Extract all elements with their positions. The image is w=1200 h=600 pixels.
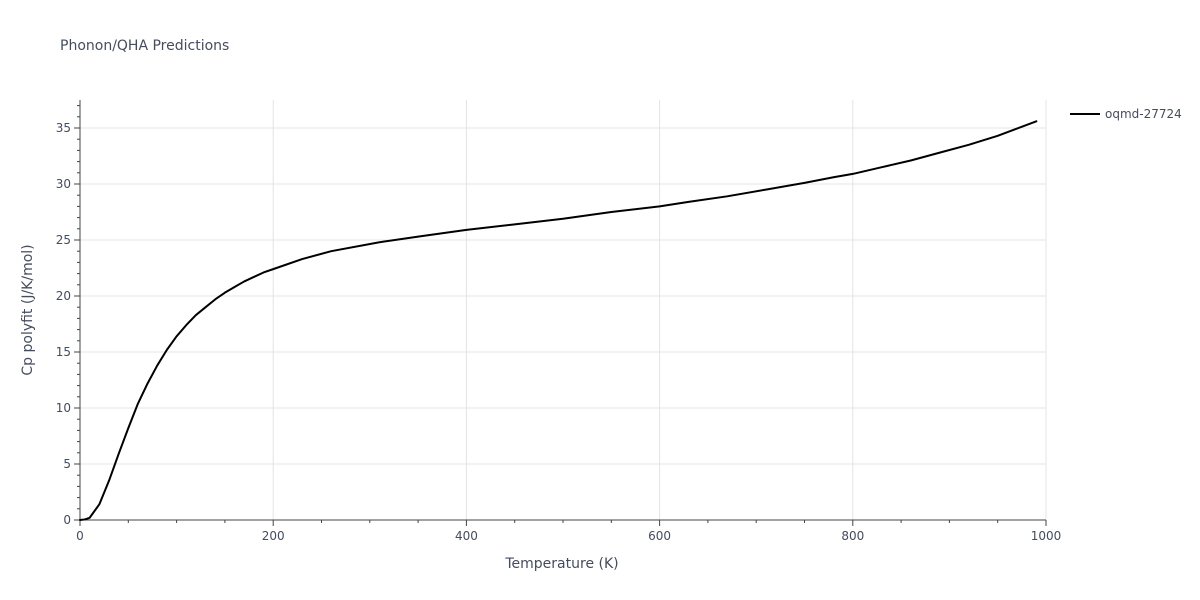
x-axis-label: Temperature (K)	[504, 556, 618, 572]
y-tick-label: 20	[56, 289, 71, 303]
y-tick-label: 5	[63, 457, 71, 471]
chart-title: Phonon/QHA Predictions	[60, 38, 229, 54]
series-line-oqmd-27724[interactable]	[79, 120, 1038, 521]
y-tick-label: 10	[56, 401, 71, 415]
x-tick-label: 0	[76, 529, 84, 543]
x-tick-label: 200	[262, 529, 285, 543]
x-tick-label: 600	[648, 529, 671, 543]
x-tick-label: 400	[455, 529, 478, 543]
series-layer	[79, 120, 1038, 521]
y-tick-label: 35	[56, 121, 71, 135]
y-tick-label: 25	[56, 233, 71, 247]
x-tick-label: 1000	[1031, 529, 1062, 543]
x-tick-label: 800	[841, 529, 864, 543]
axes: 0 200 400 600 800 1000 0 5 10 15 20 25 30 35	[56, 100, 1062, 543]
y-tick-label: 30	[56, 177, 71, 191]
y-tick-label: 0	[63, 513, 71, 527]
legend[interactable]: oqmd-27724	[1070, 107, 1182, 121]
legend-label: oqmd-27724	[1105, 107, 1182, 121]
y-tick-label: 15	[56, 345, 71, 359]
y-axis-label: Cp polyfit (J/K/mol)	[20, 244, 36, 375]
grid-lines	[80, 100, 1047, 520]
